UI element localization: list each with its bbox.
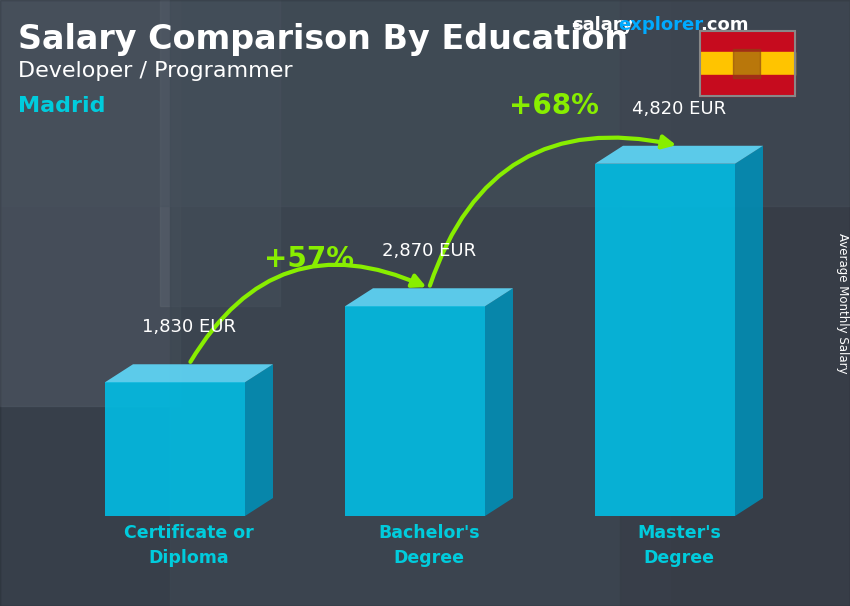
Bar: [700, 75, 795, 96]
Polygon shape: [485, 288, 513, 516]
Bar: [170, 0, 670, 606]
Text: 1,830 EUR: 1,830 EUR: [142, 318, 236, 336]
Bar: [700, 31, 795, 53]
Text: .com: .com: [700, 16, 749, 34]
Polygon shape: [735, 146, 763, 516]
Polygon shape: [345, 288, 513, 306]
Bar: [0, 0, 850, 206]
Text: Developer / Programmer: Developer / Programmer: [18, 61, 292, 81]
Text: Certificate or
Diploma: Certificate or Diploma: [124, 524, 254, 567]
Bar: [734, 49, 760, 78]
Bar: [595, 164, 735, 516]
Bar: [160, 0, 280, 306]
Bar: [620, 0, 850, 606]
Polygon shape: [595, 146, 763, 164]
Bar: [0, 0, 180, 406]
Text: +68%: +68%: [509, 92, 599, 121]
Text: Master's
Degree: Master's Degree: [637, 524, 721, 567]
Text: Madrid: Madrid: [18, 96, 105, 116]
Text: Bachelor's
Degree: Bachelor's Degree: [378, 524, 479, 567]
Text: 4,820 EUR: 4,820 EUR: [632, 100, 726, 118]
Text: Average Monthly Salary: Average Monthly Salary: [836, 233, 849, 373]
Polygon shape: [245, 364, 273, 516]
FancyArrowPatch shape: [430, 136, 672, 285]
Polygon shape: [105, 364, 273, 382]
Text: +57%: +57%: [264, 245, 354, 273]
Text: salary: salary: [572, 16, 633, 34]
Bar: [700, 53, 795, 75]
Bar: [105, 382, 245, 516]
Bar: [345, 306, 485, 516]
FancyArrowPatch shape: [190, 265, 422, 362]
Text: Salary Comparison By Education: Salary Comparison By Education: [18, 23, 628, 56]
Text: explorer: explorer: [618, 16, 703, 34]
Text: 2,870 EUR: 2,870 EUR: [382, 242, 476, 260]
